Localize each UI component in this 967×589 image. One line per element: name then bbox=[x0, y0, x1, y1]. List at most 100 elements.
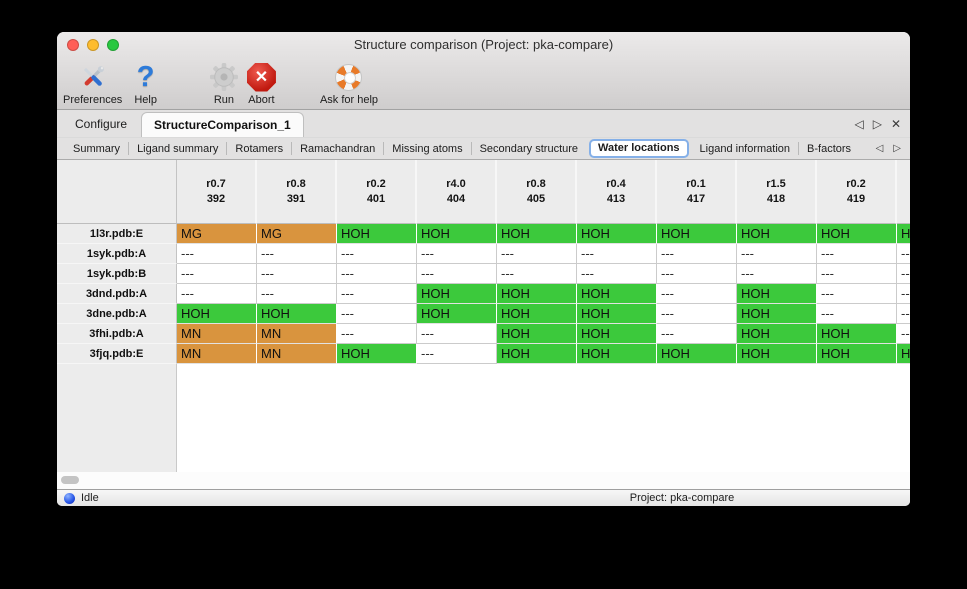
table-cell[interactable]: --- bbox=[417, 324, 497, 344]
table-cell[interactable]: --- bbox=[417, 344, 497, 364]
status-indicator-icon bbox=[64, 493, 75, 504]
horizontal-scrollbar-thumb[interactable] bbox=[61, 476, 79, 484]
table-cell[interactable]: --- bbox=[497, 264, 577, 284]
table-cell[interactable]: --- bbox=[897, 244, 910, 264]
toolbar-button-help[interactable]: ? Help bbox=[134, 61, 157, 106]
table-cell[interactable]: --- bbox=[817, 244, 897, 264]
table-cell[interactable]: HOH bbox=[577, 304, 657, 324]
next-subtab-icon[interactable]: ▷ bbox=[893, 143, 901, 154]
subtab-ramachandran[interactable]: Ramachandran bbox=[300, 142, 376, 155]
subtab-secondary-structure[interactable]: Secondary structure bbox=[479, 142, 579, 155]
prev-tab-icon[interactable]: ◁ bbox=[854, 116, 864, 131]
table-cell[interactable]: HOH bbox=[417, 224, 497, 244]
toolbar-button-run[interactable]: Run bbox=[209, 61, 239, 106]
table-cell[interactable]: HOH bbox=[897, 224, 910, 244]
table-cell[interactable]: HOH bbox=[417, 284, 497, 304]
table-cell[interactable]: HOH bbox=[177, 304, 257, 324]
table-cell[interactable]: MG bbox=[177, 224, 257, 244]
table-cell[interactable]: MN bbox=[257, 324, 337, 344]
table-cell[interactable]: HOH bbox=[497, 284, 577, 304]
subtab-ligand-summary[interactable]: Ligand summary bbox=[137, 142, 219, 155]
subtab-b-factors[interactable]: B-factors bbox=[807, 142, 852, 155]
table-cell[interactable]: HOH bbox=[737, 324, 817, 344]
subtab-missing-atoms[interactable]: Missing atoms bbox=[392, 142, 463, 155]
subtab-rotamers[interactable]: Rotamers bbox=[235, 142, 284, 155]
table-cell[interactable]: MN bbox=[177, 324, 257, 344]
table-cell[interactable]: HOH bbox=[577, 324, 657, 344]
table-cell[interactable]: HOH bbox=[337, 224, 417, 244]
table-cell[interactable]: --- bbox=[817, 304, 897, 324]
table-cell[interactable]: HOH bbox=[657, 224, 737, 244]
table-cell[interactable]: --- bbox=[737, 264, 817, 284]
subtab-summary[interactable]: Summary bbox=[73, 142, 121, 155]
table-cell[interactable]: --- bbox=[337, 284, 417, 304]
table-cell[interactable]: --- bbox=[897, 284, 910, 304]
table-cell[interactable]: --- bbox=[497, 244, 577, 264]
table-cell[interactable]: HOH bbox=[577, 284, 657, 304]
table-cell[interactable]: HOH bbox=[497, 224, 577, 244]
results-table: r0.7 392 r0.8 391 r0.2 401 r4.0 404 r0.8 405 r0.4 4… bbox=[57, 160, 910, 364]
subtab-water-locations[interactable]: Water locations bbox=[589, 139, 689, 158]
table-cell[interactable]: --- bbox=[817, 284, 897, 304]
horizontal-scrollbar[interactable] bbox=[57, 472, 910, 489]
table-cell[interactable]: --- bbox=[577, 244, 657, 264]
toolbar-button-abort[interactable]: ✕ Abort bbox=[246, 61, 276, 106]
prev-subtab-icon[interactable]: ◁ bbox=[875, 143, 884, 154]
table-cell[interactable]: HOH bbox=[577, 224, 657, 244]
table-cell[interactable]: --- bbox=[577, 264, 657, 284]
table-cell[interactable]: HOH bbox=[737, 304, 817, 324]
table-cell[interactable]: HOH bbox=[737, 344, 817, 364]
minimize-window-button[interactable] bbox=[87, 39, 99, 51]
table-cell[interactable]: HOH bbox=[417, 304, 497, 324]
table-cell[interactable]: HOH bbox=[897, 344, 910, 364]
table-cell[interactable]: HOH bbox=[497, 304, 577, 324]
toolbar-button-ask-for-help[interactable]: Ask for help bbox=[320, 61, 378, 106]
table-cell[interactable]: MN bbox=[257, 344, 337, 364]
table-cell[interactable]: HOH bbox=[737, 224, 817, 244]
table-cell[interactable]: HOH bbox=[257, 304, 337, 324]
table-cell[interactable]: --- bbox=[337, 324, 417, 344]
table-cell[interactable]: --- bbox=[417, 264, 497, 284]
tab-structurecomparison-1[interactable]: StructureComparison_1 bbox=[141, 112, 304, 137]
next-tab-icon[interactable]: ▷ bbox=[872, 116, 882, 131]
table-cell[interactable]: --- bbox=[257, 284, 337, 304]
table-cell[interactable]: --- bbox=[657, 284, 737, 304]
table-cell[interactable]: --- bbox=[337, 244, 417, 264]
table-cell[interactable]: --- bbox=[337, 304, 417, 324]
zoom-window-button[interactable] bbox=[107, 39, 119, 51]
table-cell[interactable]: --- bbox=[897, 324, 910, 344]
table-cell[interactable]: HOH bbox=[497, 344, 577, 364]
table-cell[interactable]: MG bbox=[257, 224, 337, 244]
table-cell[interactable]: MN bbox=[177, 344, 257, 364]
table-cell[interactable]: --- bbox=[337, 264, 417, 284]
subtab-ligand-information[interactable]: Ligand information bbox=[699, 142, 791, 155]
table-cell[interactable]: HOH bbox=[817, 344, 897, 364]
table-cell[interactable]: --- bbox=[177, 284, 257, 304]
table-cell[interactable]: HOH bbox=[817, 324, 897, 344]
tab-configure[interactable]: Configure bbox=[75, 117, 128, 131]
table-cell[interactable]: --- bbox=[177, 244, 257, 264]
table-cell[interactable]: --- bbox=[657, 244, 737, 264]
table-cell[interactable]: HOH bbox=[657, 344, 737, 364]
table-cell[interactable]: --- bbox=[657, 264, 737, 284]
table-cell[interactable]: --- bbox=[177, 264, 257, 284]
table-cell[interactable]: --- bbox=[417, 244, 497, 264]
table-cell[interactable]: --- bbox=[257, 244, 337, 264]
table-cell[interactable]: --- bbox=[817, 264, 897, 284]
table-cell[interactable]: --- bbox=[257, 264, 337, 284]
table-cell[interactable]: --- bbox=[657, 304, 737, 324]
table-cell[interactable]: HOH bbox=[337, 344, 417, 364]
table-cell[interactable]: HOH bbox=[737, 284, 817, 304]
close-window-button[interactable] bbox=[67, 39, 79, 51]
table-cell[interactable]: HOH bbox=[497, 324, 577, 344]
column-header-top: r0.4 bbox=[606, 177, 626, 190]
close-tab-icon[interactable]: ✕ bbox=[890, 116, 901, 131]
table-cell[interactable]: HOH bbox=[577, 344, 657, 364]
table-cell[interactable]: HOH bbox=[817, 224, 897, 244]
toolbar-button-preferences[interactable]: Preferences bbox=[63, 61, 122, 106]
table-cell[interactable]: --- bbox=[737, 244, 817, 264]
table-cell[interactable]: --- bbox=[657, 324, 737, 344]
column-header-bottom: 419 bbox=[846, 192, 866, 205]
table-cell[interactable]: --- bbox=[897, 264, 910, 284]
table-cell[interactable]: --- bbox=[897, 304, 910, 324]
